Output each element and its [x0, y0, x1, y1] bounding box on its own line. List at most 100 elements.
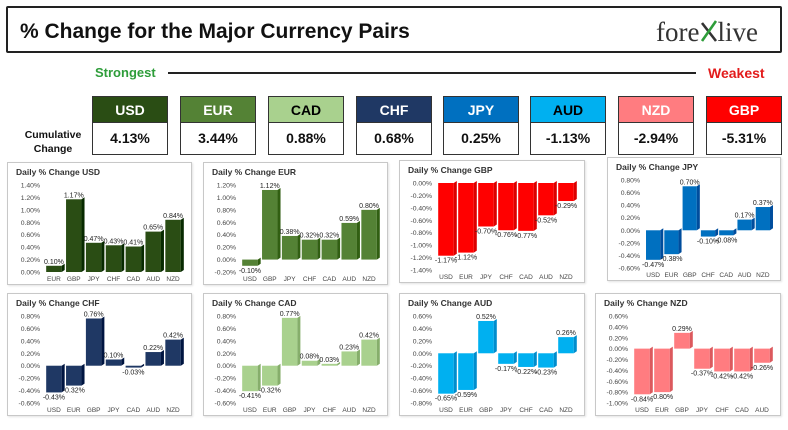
data-label: -0.37% — [691, 371, 713, 378]
cumulative-change-value: -1.13% — [530, 123, 606, 155]
bar-side — [81, 363, 85, 386]
y-tick-label: -0.40% — [18, 388, 40, 395]
chart-title: Daily % Change AUD — [408, 298, 492, 308]
bar-body — [85, 318, 102, 366]
logo-x-icon — [700, 20, 717, 42]
chart-panel-7: Daily % Change AUD -0.80% -0.60% -0.40% -0.2… — [399, 293, 585, 416]
y-tick-label: -0.80% — [410, 230, 432, 237]
data-label: 0.47% — [84, 236, 104, 243]
cumulative-change-value: 0.88% — [268, 123, 344, 155]
data-label: 0.08% — [300, 354, 320, 361]
y-tick-label: 0.00% — [413, 351, 432, 358]
bar-gbp — [674, 330, 693, 349]
chart-panel-3: Daily % Change GBP -1.40% -1.20% -1.00% -0.8… — [399, 160, 585, 283]
x-category-label: CAD — [539, 407, 553, 414]
y-tick-label: -0.60% — [618, 266, 640, 273]
data-label: 0.84% — [163, 213, 183, 220]
data-label: 1.12% — [260, 183, 280, 190]
bar-side — [317, 358, 321, 366]
strength-scale-line — [168, 72, 696, 74]
bar-body — [341, 222, 357, 260]
logo-text-right: live — [717, 17, 759, 47]
data-label: -0.76% — [495, 232, 517, 239]
bar-body — [719, 230, 734, 236]
y-tick-label: 0.40% — [217, 338, 236, 345]
bar-body — [145, 352, 161, 366]
y-tick-label: 0.40% — [21, 338, 40, 345]
x-category-label: EUR — [67, 407, 81, 414]
data-label: 0.17% — [735, 213, 755, 220]
x-category-label: AUD — [146, 276, 160, 283]
chart-title: Daily % Change CHF — [16, 298, 100, 308]
bar-chf — [105, 243, 125, 272]
y-tick-label: -0.60% — [214, 401, 236, 408]
currency-code: NZD — [618, 96, 694, 123]
y-tick-label: -0.20% — [214, 270, 236, 277]
chart-title: Daily % Change CAD — [212, 298, 297, 308]
bar-side — [689, 330, 693, 349]
bar-side — [473, 351, 477, 390]
bar-usd — [46, 363, 65, 393]
data-label: 0.03% — [319, 357, 339, 364]
data-label: 0.37% — [753, 200, 773, 207]
chart-title: Daily % Change GBP — [408, 165, 493, 175]
cumulative-label-line2: Change — [33, 143, 73, 155]
y-tick-label: 1.20% — [21, 195, 40, 202]
bar-side — [473, 181, 477, 253]
bar-side — [337, 361, 341, 366]
bar-side — [649, 346, 653, 395]
x-category-label: NZD — [756, 272, 770, 279]
y-tick-label: -1.00% — [410, 243, 432, 250]
bar-body — [321, 363, 338, 366]
bar-side — [729, 346, 733, 372]
bar-eur — [654, 346, 673, 393]
data-label: -0.03% — [122, 370, 144, 377]
data-label: -0.42% — [731, 373, 753, 380]
cumulative-change-value: -5.31% — [706, 123, 782, 155]
y-tick-label: -0.80% — [410, 401, 432, 408]
bar-nzd — [755, 205, 773, 231]
bar-body — [478, 183, 494, 227]
bar-aud — [341, 220, 360, 260]
bar-body — [694, 348, 710, 369]
x-category-label: CAD — [735, 407, 749, 414]
y-tick-label: 0.60% — [217, 220, 236, 227]
data-label: 0.32% — [300, 233, 320, 240]
bar-cad — [321, 237, 341, 260]
bar-cad — [538, 351, 557, 368]
bar-jpy — [694, 346, 713, 369]
bar-body — [478, 320, 494, 354]
y-tick-label: 0.40% — [413, 326, 432, 333]
cumulative-change-label: Cumulative Change — [18, 128, 88, 156]
weakest-label: Weakest — [708, 65, 765, 81]
cumulative-label-line1: Cumulative — [24, 129, 82, 141]
x-category-label: JPY — [304, 407, 317, 414]
data-label: -0.42% — [711, 373, 733, 380]
bar-aud — [145, 229, 164, 272]
bar-body — [321, 239, 338, 260]
bar-body — [361, 209, 377, 260]
data-label: -0.22% — [515, 369, 537, 376]
y-tick-label: -1.40% — [410, 268, 432, 275]
currency-box-aud: AUD -1.13% — [530, 96, 606, 155]
bar-side — [277, 363, 281, 386]
bar-side — [356, 349, 360, 366]
y-tick-label: -0.40% — [618, 253, 640, 260]
y-tick-label: 0.20% — [21, 257, 40, 264]
bar-aud — [737, 217, 755, 231]
chart-title: Daily % Change NZD — [604, 298, 688, 308]
data-label: 0.32% — [319, 233, 339, 240]
bar-chart: Daily % Change AUD -0.80% -0.60% -0.40% -0.2… — [408, 298, 577, 414]
bar-jpy — [105, 357, 125, 366]
y-tick-label: -0.20% — [618, 240, 640, 247]
data-label: -1.17% — [435, 258, 457, 265]
x-category-label: JPY — [284, 276, 297, 283]
x-category-label: JPY — [480, 274, 493, 281]
bar-side — [141, 244, 145, 272]
bar-body — [281, 235, 298, 260]
x-category-label: USD — [635, 407, 649, 414]
y-tick-label: 0.60% — [21, 232, 40, 239]
y-tick-label: -0.60% — [410, 388, 432, 395]
chart-panel-4: Daily % Change JPY -0.60% -0.40% -0.20% 0.00… — [607, 157, 781, 281]
data-label: 0.10% — [44, 259, 64, 266]
